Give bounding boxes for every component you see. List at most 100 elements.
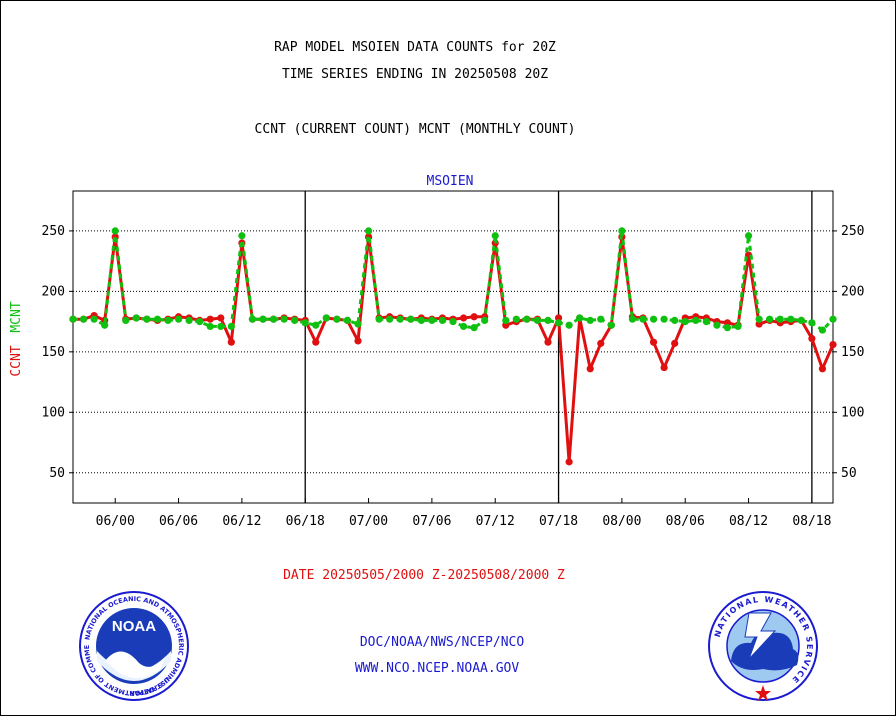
data-point-ccnt [217,314,225,322]
data-point-ccnt [808,334,816,343]
x-tick-label: 08/18 [792,514,831,529]
x-tick-label: 06/18 [286,514,325,529]
data-point-ccnt [312,338,320,346]
data-point-mcnt [787,315,795,323]
y-label-ccnt: CCNT [9,345,24,376]
data-point-mcnt [597,315,605,323]
data-point-mcnt [459,322,468,331]
y-tick-label-right: 250 [841,224,864,239]
y-tick-label-left: 150 [42,345,65,360]
data-point-mcnt [808,319,816,327]
noaa-logo-text: NOAA [112,618,156,635]
data-point-mcnt [481,316,489,324]
data-point-mcnt [185,316,193,324]
data-point-mcnt [565,321,573,329]
data-point-ccnt [671,339,679,347]
data-point-mcnt [671,316,679,324]
data-point-ccnt [206,315,214,323]
data-point-mcnt [343,316,352,324]
data-point-mcnt [755,315,763,323]
data-point-mcnt [681,318,689,326]
data-point-ccnt [470,313,478,321]
data-point-ccnt [459,314,468,322]
data-point-mcnt [502,316,510,324]
data-point-mcnt [744,232,753,240]
data-point-mcnt [153,315,162,323]
data-point-mcnt [417,316,425,324]
x-tick-label: 07/18 [539,514,578,529]
data-point-mcnt [428,316,436,324]
data-point-mcnt [766,315,774,323]
data-point-mcnt [576,314,584,322]
data-point-mcnt [238,232,246,240]
axis-layer: 50 50 100 100 150 150 200 200 250 250 06/00 06/06 06… [42,224,865,529]
series-line-ccnt [73,235,835,464]
y-tick-label-right: 150 [841,345,864,360]
data-point-ccnt [818,365,827,373]
website-label: WWW.NCO.NCEP.NOAA.GOV [355,661,520,676]
y-tick-label-left: 100 [42,405,65,420]
data-point-mcnt [523,315,531,323]
data-point-mcnt [618,227,626,235]
data-point-mcnt [132,314,140,322]
data-point-mcnt [776,315,784,323]
data-point-mcnt [333,315,341,323]
data-point-mcnt [829,315,837,323]
chart-title-line1: RAP MODEL MSOIEN DATA COUNTS for 20Z [274,40,556,55]
data-point-mcnt [797,316,805,324]
x-tick-label: 06/12 [222,514,261,529]
data-point-mcnt [291,316,299,324]
data-point-mcnt [702,318,710,326]
chart-subtitle: CCNT (CURRENT COUNT) MCNT (MONTHLY COUNT… [255,122,576,137]
data-point-mcnt [692,316,700,324]
data-point-ccnt [227,338,235,346]
data-point-ccnt [649,338,658,346]
nws-logo-icon: NATIONAL WEATHER SERVICE [708,591,818,701]
data-point-mcnt [248,315,257,323]
data-point-mcnt [196,318,204,326]
data-point-mcnt [607,321,615,329]
plot-frame [72,190,834,504]
y-tick-label-left: 250 [42,224,65,239]
data-point-mcnt [364,227,373,235]
y-tick-label-right: 50 [841,466,857,481]
data-point-mcnt [713,321,721,329]
org-path-label: DOC/NOAA/NWS/NCEP/NCO [360,635,525,650]
date-range-label: DATE 20250505/2000 Z-20250508/2000 Z [283,568,565,583]
plot-title: MSOIEN [427,174,474,189]
data-point-mcnt [206,322,214,331]
y-tick-label-left: 50 [49,466,65,481]
data-point-mcnt [512,315,520,323]
data-point-mcnt [449,318,457,326]
data-point-mcnt [122,316,130,324]
data-point-mcnt [69,315,77,323]
x-tick-label: 07/00 [349,514,388,529]
data-point-mcnt [354,320,362,328]
x-tick-label: 08/06 [666,514,705,529]
grid-layer [73,191,833,503]
data-point-mcnt [269,315,278,323]
data-point-ccnt [829,340,837,349]
data-point-mcnt [533,316,542,324]
data-point-ccnt [660,363,668,372]
x-tick-label: 08/12 [729,514,768,529]
series-layer [69,227,837,466]
data-point-mcnt [660,315,668,323]
data-point-mcnt [375,315,383,323]
y-tick-label-right: 200 [841,284,864,299]
data-point-mcnt [111,227,119,235]
y-tick-label-right: 100 [841,405,864,420]
data-point-mcnt [649,315,658,323]
data-point-mcnt [386,315,394,323]
data-point-mcnt [628,315,637,323]
x-tick-label: 07/06 [412,514,451,529]
data-point-mcnt [734,322,742,331]
chart-title-line2: TIME SERIES ENDING IN 20250508 20Z [282,67,548,82]
x-tick-label: 08/00 [602,514,641,529]
data-point-mcnt [723,324,732,332]
data-point-mcnt [639,315,647,323]
data-point-mcnt [90,315,98,323]
y-label-mcnt: MCNT [9,301,24,332]
data-point-mcnt [818,326,827,334]
